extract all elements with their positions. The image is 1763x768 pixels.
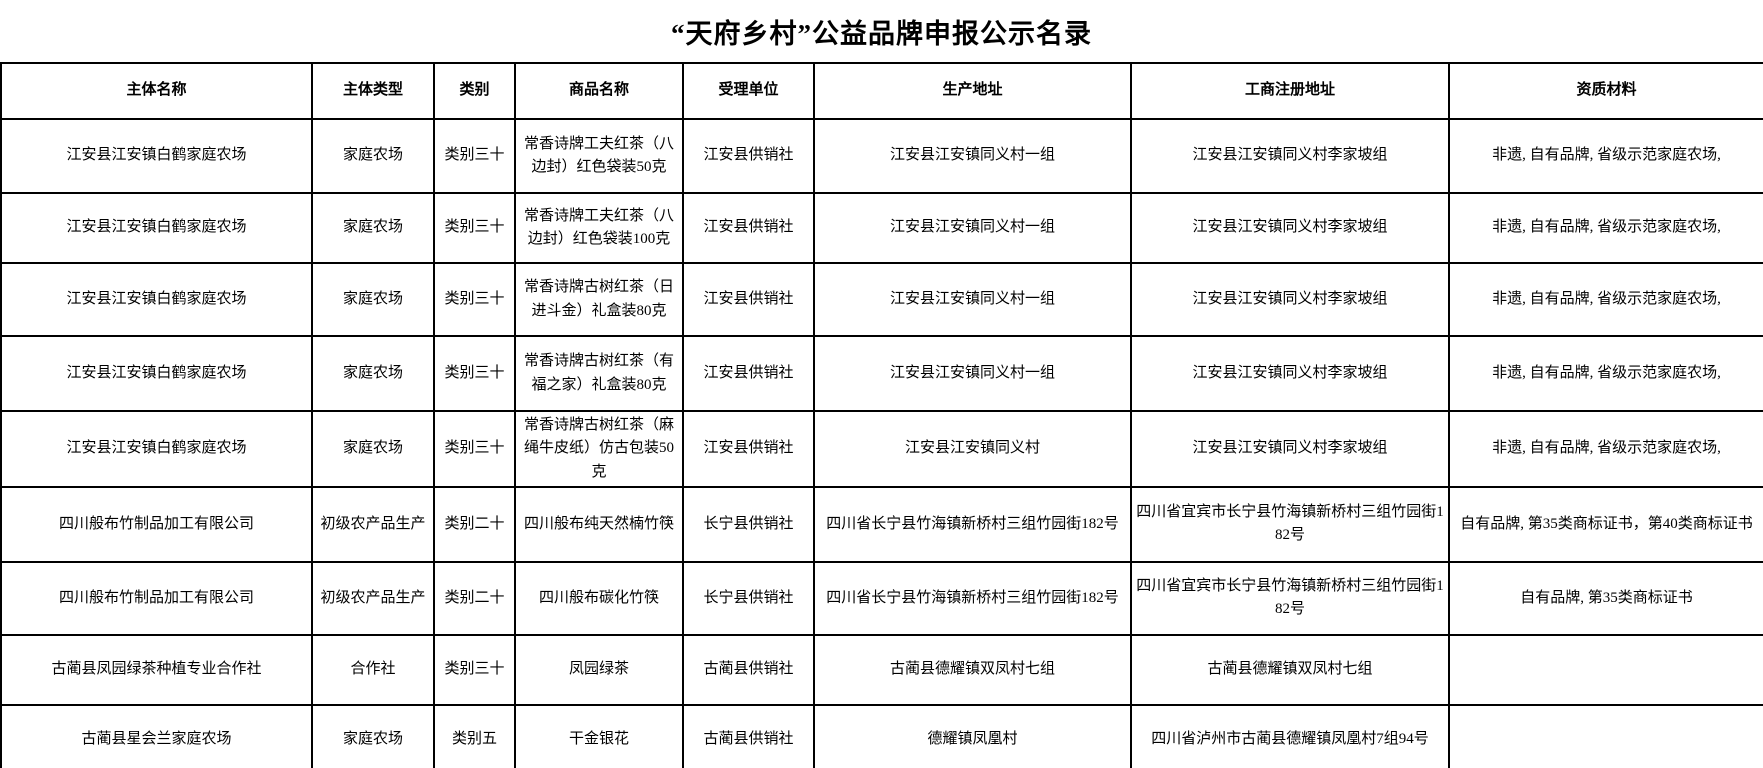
header-entity-type: 主体类型 [311,62,435,120]
cell-qualification-materials: 非遗, 自有品牌, 省级示范家庭农场, [1448,118,1763,194]
header-category: 类别 [433,62,516,120]
cell-entity-name: 古蔺县星会兰家庭农场 [0,703,313,768]
cell-product-name: 凤园绿茶 [514,633,684,706]
table-row: 古蔺县凤园绿茶种植专业合作社 合作社 类别三十 凤园绿茶 古蔺县供销社 古蔺县德耀镇双凤村… [0,633,1763,706]
table-row: 江安县江安镇白鹤家庭农场 家庭农场 类别三十 常香诗牌工夫红茶（八边封）红色袋装100… [0,192,1763,264]
cell-qualification-materials [1448,633,1763,706]
header-product-name: 商品名称 [514,62,684,120]
cell-category: 类别三十 [433,192,516,264]
cell-entity-name: 四川般布竹制品加工有限公司 [0,485,313,563]
title-bar: “天府乡村”公益品牌申报公示名录 [0,0,1763,62]
cell-category: 类别二十 [433,485,516,563]
cell-entity-name: 江安县江安镇白鹤家庭农场 [0,192,313,264]
cell-product-name: 常香诗牌工夫红茶（八边封）红色袋装50克 [514,118,684,194]
cell-qualification-materials: 非遗, 自有品牌, 省级示范家庭农场, [1448,262,1763,337]
cell-production-address: 江安县江安镇同义村 [813,410,1132,488]
cell-registered-address: 江安县江安镇同义村李家坡组 [1130,262,1450,337]
cell-category: 类别五 [433,703,516,768]
table-row: 江安县江安镇白鹤家庭农场 家庭农场 类别三十 常香诗牌古树红茶（日进斗金）礼盒装80克… [0,262,1763,337]
cell-entity-type: 合作社 [311,633,435,706]
header-qualification-materials: 资质材料 [1448,62,1763,120]
cell-production-address: 江安县江安镇同义村一组 [813,262,1132,337]
cell-qualification-materials: 自有品牌, 第35类商标证书，第40类商标证书 [1448,485,1763,563]
cell-entity-name: 江安县江安镇白鹤家庭农场 [0,262,313,337]
cell-category: 类别三十 [433,118,516,194]
cell-production-address: 德耀镇凤凰村 [813,703,1132,768]
header-registered-address: 工商注册地址 [1130,62,1450,120]
cell-registered-address: 江安县江安镇同义村李家坡组 [1130,335,1450,412]
cell-production-address: 江安县江安镇同义村一组 [813,192,1132,264]
cell-qualification-materials [1448,703,1763,768]
cell-qualification-materials: 非遗, 自有品牌, 省级示范家庭农场, [1448,192,1763,264]
cell-registered-address: 四川省泸州市古蔺县德耀镇凤凰村7组94号 [1130,703,1450,768]
cell-qualification-materials: 非遗, 自有品牌, 省级示范家庭农场, [1448,410,1763,488]
cell-production-address: 四川省长宁县竹海镇新桥村三组竹园街182号 [813,485,1132,563]
cell-entity-type: 家庭农场 [311,192,435,264]
cell-entity-name: 古蔺县凤园绿茶种植专业合作社 [0,633,313,706]
cell-product-name: 干金银花 [514,703,684,768]
brand-list-table: 主体名称 主体类型 类别 商品名称 受理单位 生产地址 工商注册地址 资质材料 … [0,62,1763,768]
cell-qualification-materials: 非遗, 自有品牌, 省级示范家庭农场, [1448,335,1763,412]
table-row: 四川般布竹制品加工有限公司 初级农产品生产 类别二十 四川般布碳化竹筷 长宁县供销社 四川… [0,560,1763,636]
cell-product-name: 常香诗牌工夫红茶（八边封）红色袋装100克 [514,192,684,264]
table-row: 江安县江安镇白鹤家庭农场 家庭农场 类别三十 常香诗牌古树红茶（有福之家）礼盒装80克… [0,335,1763,412]
table-row: 古蔺县星会兰家庭农场 家庭农场 类别五 干金银花 古蔺县供销社 德耀镇凤凰村 四川省泸州市古… [0,703,1763,768]
cell-entity-type: 家庭农场 [311,262,435,337]
cell-accepting-unit: 江安县供销社 [682,410,815,488]
cell-accepting-unit: 江安县供销社 [682,262,815,337]
cell-accepting-unit: 古蔺县供销社 [682,633,815,706]
cell-qualification-materials: 自有品牌, 第35类商标证书 [1448,560,1763,636]
cell-registered-address: 四川省宜宾市长宁县竹海镇新桥村三组竹园街182号 [1130,560,1450,636]
cell-entity-name: 江安县江安镇白鹤家庭农场 [0,335,313,412]
table-row: 四川般布竹制品加工有限公司 初级农产品生产 类别二十 四川般布纯天然楠竹筷 长宁县供销社… [0,485,1763,563]
cell-registered-address: 江安县江安镇同义村李家坡组 [1130,410,1450,488]
cell-accepting-unit: 古蔺县供销社 [682,703,815,768]
cell-entity-type: 家庭农场 [311,335,435,412]
cell-product-name: 四川般布碳化竹筷 [514,560,684,636]
cell-accepting-unit: 江安县供销社 [682,118,815,194]
cell-production-address: 古蔺县德耀镇双凤村七组 [813,633,1132,706]
header-entity-name: 主体名称 [0,62,313,120]
cell-category: 类别三十 [433,410,516,488]
page-title: “天府乡村”公益品牌申报公示名录 [671,18,1092,49]
cell-category: 类别三十 [433,633,516,706]
cell-category: 类别三十 [433,335,516,412]
cell-product-name: 常香诗牌古树红茶（有福之家）礼盒装80克 [514,335,684,412]
cell-category: 类别二十 [433,560,516,636]
cell-registered-address: 江安县江安镇同义村李家坡组 [1130,118,1450,194]
cell-production-address: 江安县江安镇同义村一组 [813,118,1132,194]
cell-entity-name: 江安县江安镇白鹤家庭农场 [0,410,313,488]
cell-entity-type: 初级农产品生产 [311,560,435,636]
table-row: 江安县江安镇白鹤家庭农场 家庭农场 类别三十 常香诗牌古树红茶（麻绳牛皮纸）仿古包装5… [0,410,1763,488]
table-row: 江安县江安镇白鹤家庭农场 家庭农场 类别三十 常香诗牌工夫红茶（八边封）红色袋装50克… [0,118,1763,194]
cell-entity-name: 四川般布竹制品加工有限公司 [0,560,313,636]
cell-entity-type: 初级农产品生产 [311,485,435,563]
cell-registered-address: 古蔺县德耀镇双凤村七组 [1130,633,1450,706]
cell-product-name: 四川般布纯天然楠竹筷 [514,485,684,563]
cell-registered-address: 四川省宜宾市长宁县竹海镇新桥村三组竹园街182号 [1130,485,1450,563]
cell-entity-type: 家庭农场 [311,703,435,768]
header-accepting-unit: 受理单位 [682,62,815,120]
cell-entity-type: 家庭农场 [311,118,435,194]
cell-accepting-unit: 长宁县供销社 [682,485,815,563]
cell-category: 类别三十 [433,262,516,337]
cell-accepting-unit: 江安县供销社 [682,192,815,264]
cell-product-name: 常香诗牌古树红茶（麻绳牛皮纸）仿古包装50克 [514,410,684,488]
cell-product-name: 常香诗牌古树红茶（日进斗金）礼盒装80克 [514,262,684,337]
cell-production-address: 四川省长宁县竹海镇新桥村三组竹园街182号 [813,560,1132,636]
cell-entity-type: 家庭农场 [311,410,435,488]
header-production-address: 生产地址 [813,62,1132,120]
cell-entity-name: 江安县江安镇白鹤家庭农场 [0,118,313,194]
cell-accepting-unit: 江安县供销社 [682,335,815,412]
cell-production-address: 江安县江安镇同义村一组 [813,335,1132,412]
header-row: 主体名称 主体类型 类别 商品名称 受理单位 生产地址 工商注册地址 资质材料 [0,62,1763,120]
cell-accepting-unit: 长宁县供销社 [682,560,815,636]
cell-registered-address: 江安县江安镇同义村李家坡组 [1130,192,1450,264]
